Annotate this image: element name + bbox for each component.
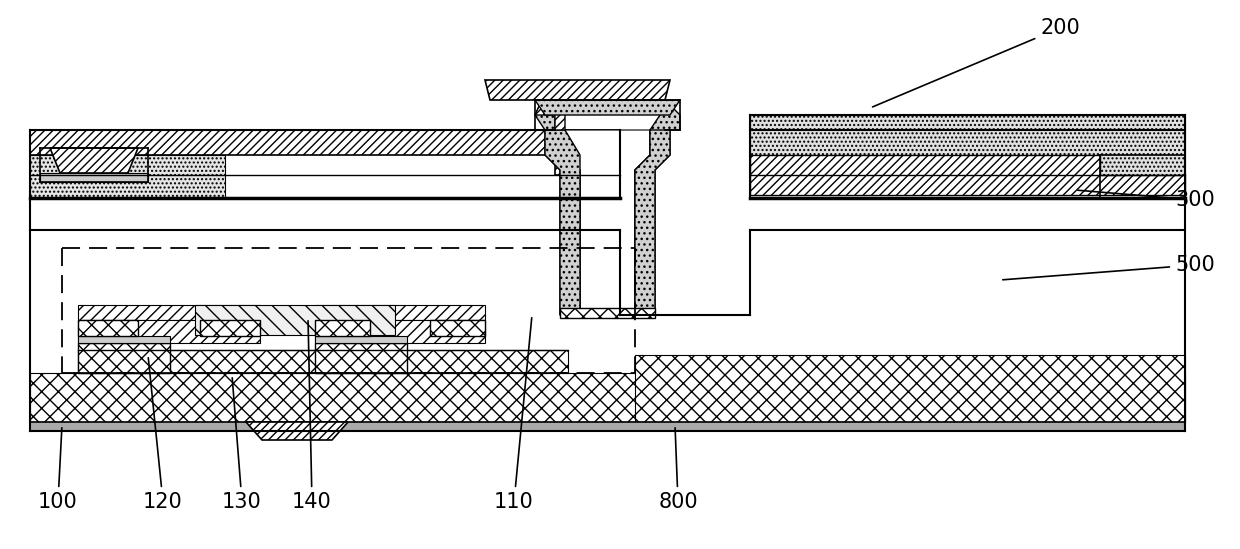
Polygon shape bbox=[78, 343, 170, 373]
Polygon shape bbox=[40, 173, 148, 182]
Polygon shape bbox=[78, 305, 260, 320]
Polygon shape bbox=[195, 305, 396, 335]
Polygon shape bbox=[315, 305, 485, 320]
Polygon shape bbox=[30, 130, 556, 155]
Text: 100: 100 bbox=[38, 428, 78, 512]
Text: 130: 130 bbox=[222, 378, 262, 512]
Polygon shape bbox=[750, 155, 1185, 195]
Polygon shape bbox=[546, 130, 580, 315]
Polygon shape bbox=[534, 100, 680, 115]
Polygon shape bbox=[565, 130, 650, 315]
Polygon shape bbox=[30, 422, 1185, 431]
Polygon shape bbox=[246, 422, 348, 440]
Polygon shape bbox=[30, 373, 1185, 422]
Polygon shape bbox=[315, 320, 485, 343]
Text: 110: 110 bbox=[494, 318, 534, 512]
Text: 500: 500 bbox=[1003, 255, 1215, 280]
Polygon shape bbox=[315, 320, 370, 336]
Polygon shape bbox=[78, 336, 170, 343]
Polygon shape bbox=[534, 100, 565, 130]
Text: 120: 120 bbox=[143, 358, 182, 512]
Polygon shape bbox=[750, 115, 1185, 175]
Polygon shape bbox=[635, 130, 670, 315]
Polygon shape bbox=[78, 320, 260, 343]
Polygon shape bbox=[635, 100, 680, 315]
Polygon shape bbox=[430, 320, 485, 336]
Polygon shape bbox=[315, 343, 407, 373]
Polygon shape bbox=[556, 130, 620, 175]
Polygon shape bbox=[200, 320, 260, 336]
Polygon shape bbox=[635, 355, 1185, 422]
Polygon shape bbox=[560, 308, 655, 318]
Text: 800: 800 bbox=[658, 428, 698, 512]
Polygon shape bbox=[50, 148, 138, 173]
Text: 200: 200 bbox=[873, 18, 1080, 107]
Polygon shape bbox=[315, 336, 407, 343]
Text: 140: 140 bbox=[293, 321, 332, 512]
Text: 300: 300 bbox=[1078, 190, 1215, 210]
Polygon shape bbox=[78, 320, 138, 336]
Polygon shape bbox=[30, 155, 224, 198]
Polygon shape bbox=[750, 130, 1185, 175]
Polygon shape bbox=[534, 100, 580, 315]
Polygon shape bbox=[78, 350, 568, 373]
Polygon shape bbox=[485, 80, 670, 100]
